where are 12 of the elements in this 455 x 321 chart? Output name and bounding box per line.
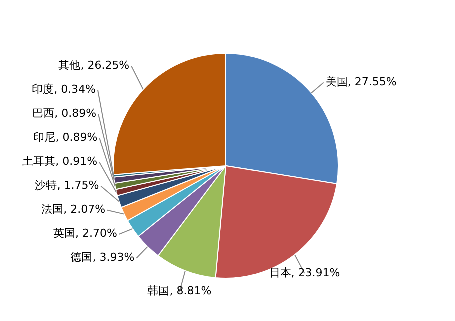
slice-label: 印度, 0.34% xyxy=(32,83,96,96)
slice-label: 德国, 3.93% xyxy=(70,251,135,264)
slice-label: 沙特, 1.75% xyxy=(35,179,100,192)
slice-label: 韩国, 8.81% xyxy=(148,284,212,298)
slice-label: 其他, 26.25% xyxy=(58,59,130,72)
slice-label: 法国, 2.07% xyxy=(42,203,106,216)
slice-label: 巴西, 0.89% xyxy=(32,107,97,120)
slice-label: 日本, 23.91% xyxy=(269,266,340,280)
slice-label: 美国, 27.55% xyxy=(326,76,397,89)
slice-label: 印尼, 0.89% xyxy=(34,131,98,144)
slice-label: 土耳其, 0.91% xyxy=(22,155,98,168)
slice-label: 英国, 2.70% xyxy=(54,227,118,240)
